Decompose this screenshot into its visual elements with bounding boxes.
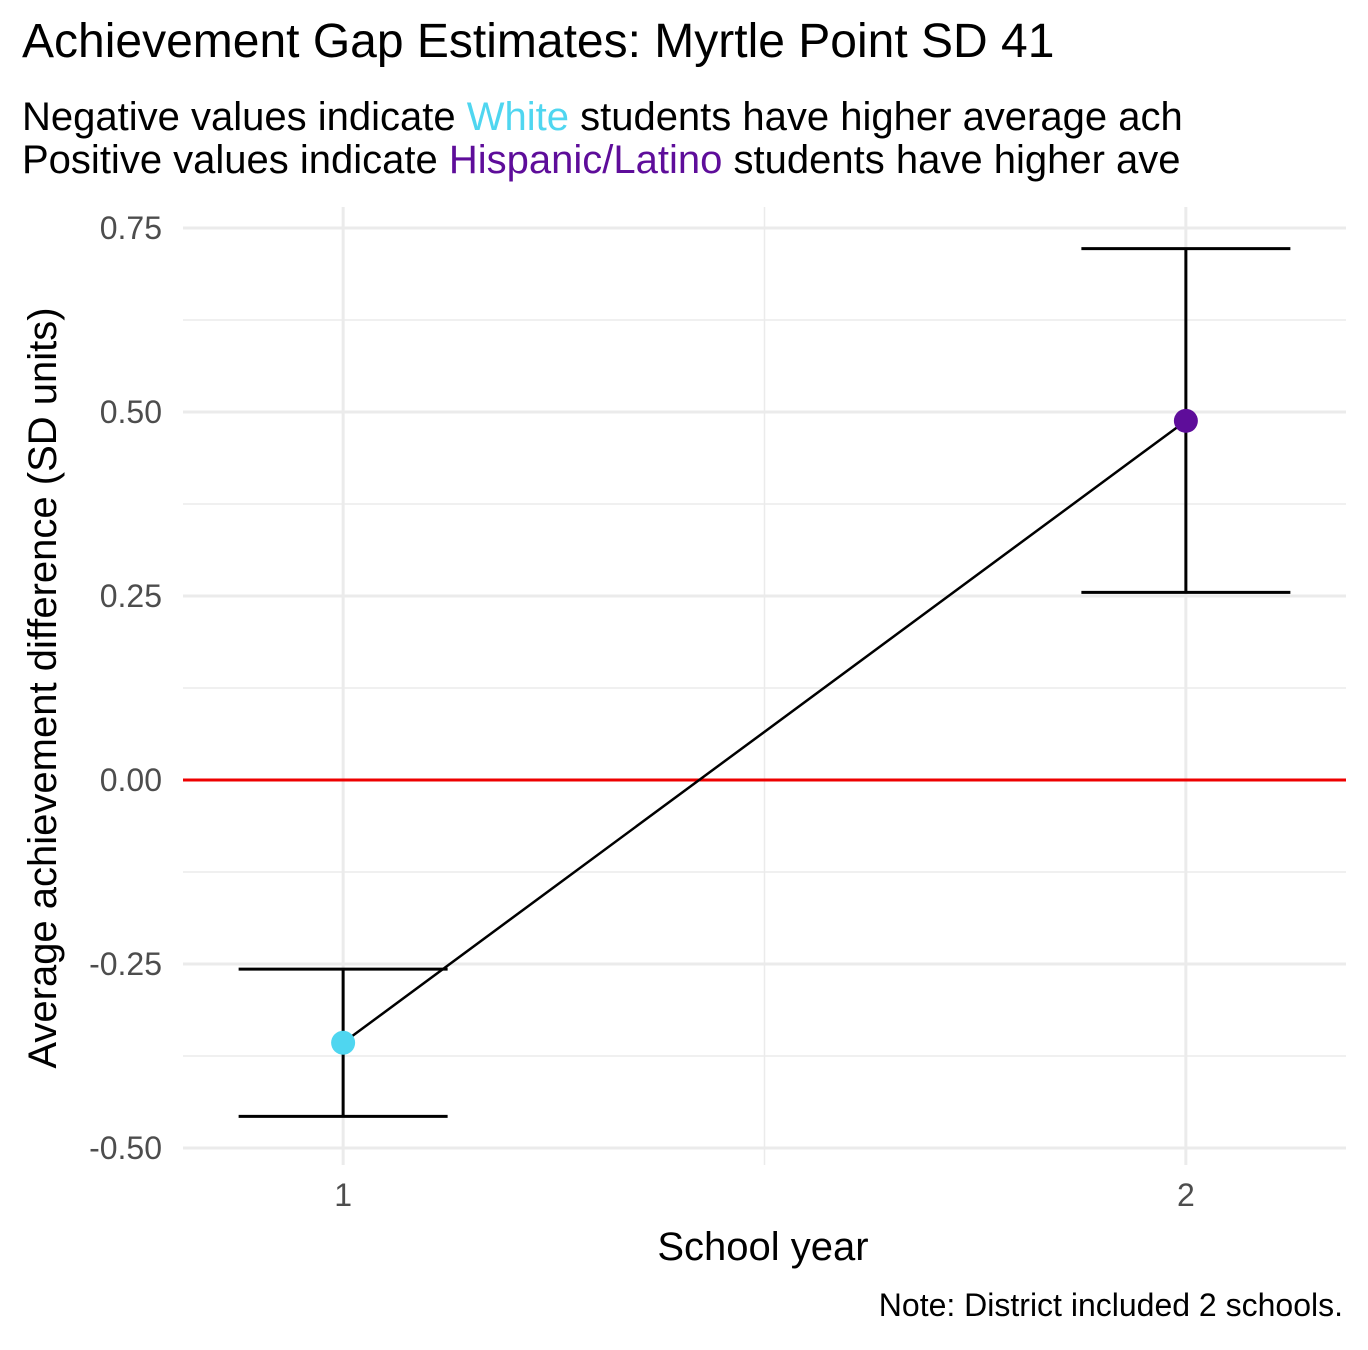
y-tick-label: 0.75	[100, 210, 162, 246]
data-point	[1173, 408, 1198, 433]
x-tick-label: 2	[1177, 1177, 1195, 1213]
chart-title: Achievement Gap Estimates: Myrtle Point …	[22, 15, 1055, 68]
subtitle-hispanic-label: Hispanic/Latino	[448, 138, 723, 182]
subtitle-line-1: Negative values indicate White students …	[22, 95, 1183, 139]
data-point	[331, 1030, 356, 1055]
grid-lines	[183, 207, 1346, 1165]
y-tick-label: -0.50	[89, 1130, 162, 1166]
series-line-path	[342, 419, 1187, 1044]
subtitle-line-2-before: Positive values indicate	[22, 138, 449, 182]
subtitle-line-1-after: students have higher average ach	[568, 95, 1183, 139]
y-tick-label: 0.25	[100, 578, 162, 614]
chart-caption: Note: District included 2 schools.	[878, 1287, 1343, 1323]
error-bars	[238, 247, 1291, 1118]
y-tick-label: 0.50	[100, 394, 162, 430]
subtitle-white-label: White	[466, 95, 569, 139]
x-axis-label: School year	[657, 1225, 868, 1269]
x-tick-label: 1	[334, 1177, 352, 1213]
subtitle-line-1-before: Negative values indicate	[22, 95, 467, 139]
y-tick-label: 0.00	[100, 762, 162, 798]
y-tick-label: -0.25	[89, 946, 162, 982]
subtitle-line-2-after: students have higher ave	[722, 138, 1181, 182]
subtitle-line-2: Positive values indicate Hispanic/Latino…	[22, 138, 1181, 182]
y-axis-label: Average achievement difference (SD units…	[21, 307, 65, 1068]
data-points	[331, 408, 1198, 1055]
y-tick-labels: -0.50 -0.25 0.00 0.25 0.50 0.75	[89, 210, 162, 1166]
series-line	[342, 419, 1187, 1044]
